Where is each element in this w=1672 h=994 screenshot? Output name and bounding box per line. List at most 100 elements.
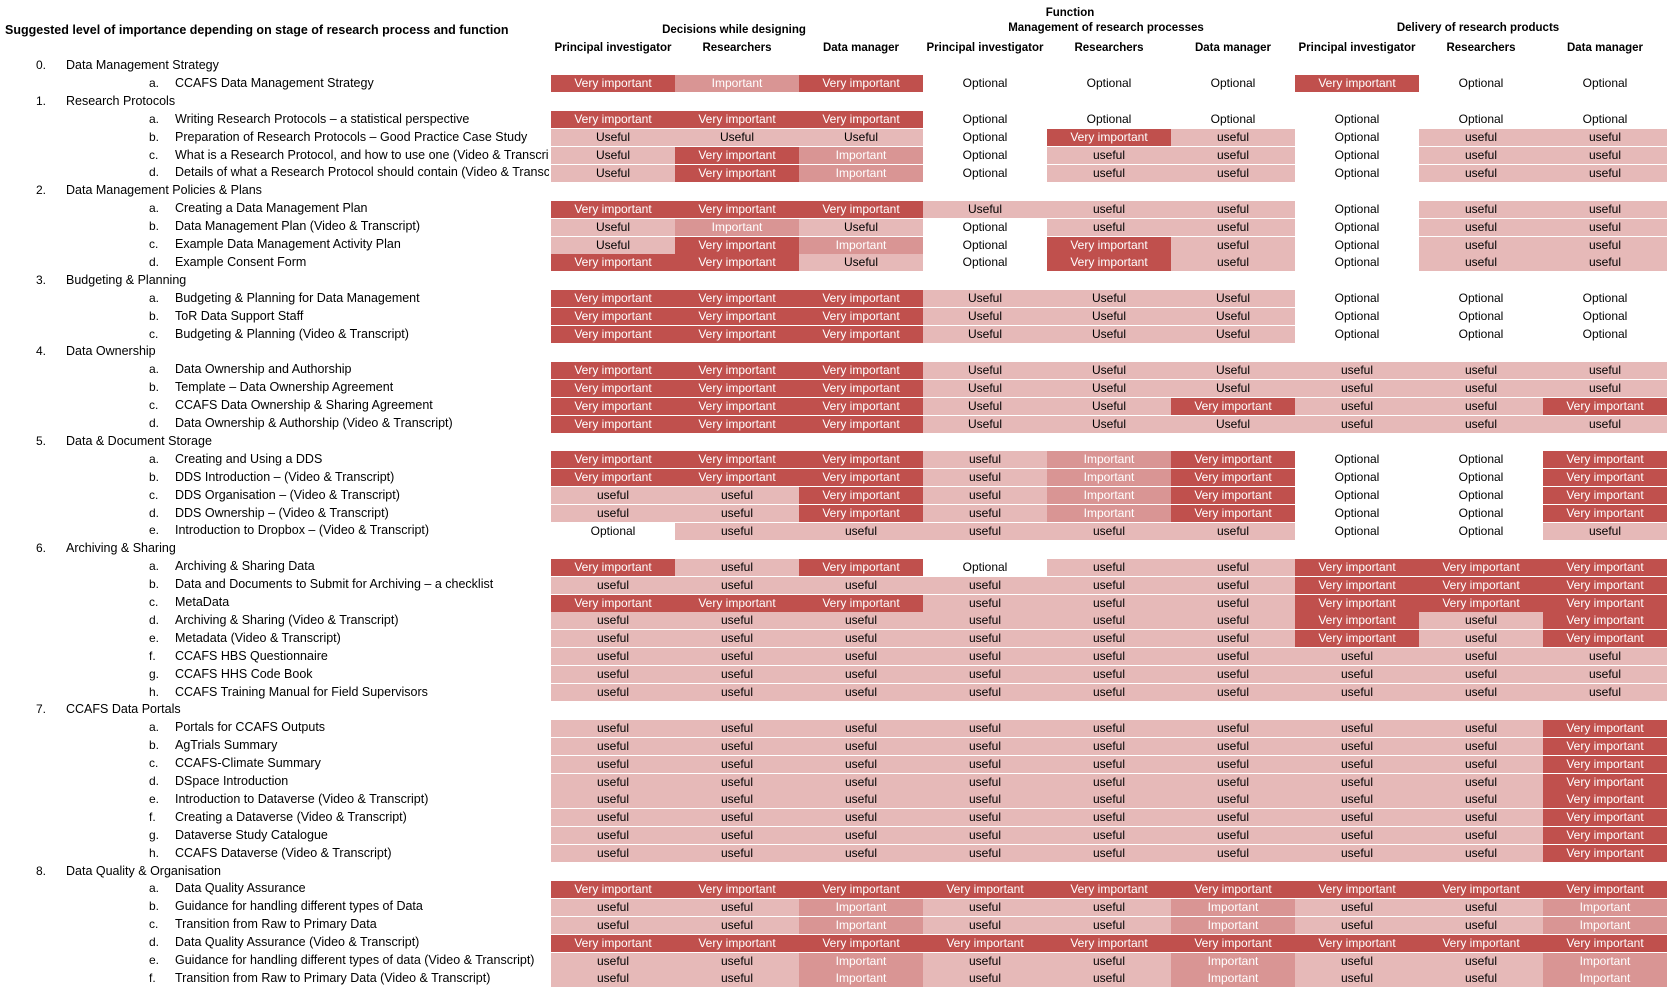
item-label: Preparation of Research Protocols – Good… (175, 129, 528, 144)
importance-cell: Optional (1334, 165, 1380, 180)
item-label: Data Management Plan (Video & Transcript… (175, 219, 421, 234)
importance-cell: Optional (1086, 112, 1132, 127)
importance-cell: Very important (799, 397, 923, 415)
importance-cell: useful (923, 612, 1047, 630)
importance-cell: useful (675, 809, 799, 827)
item-letter: c. (149, 917, 159, 932)
importance-cell: Optional (1334, 506, 1380, 520)
importance-cell: useful (675, 773, 799, 791)
importance-cell: useful (1419, 236, 1543, 254)
importance-cell: useful (551, 952, 675, 970)
importance-cell: Important (799, 164, 923, 182)
importance-cell: useful (1543, 415, 1667, 433)
importance-cell: useful (1419, 916, 1543, 934)
item-letter: b. (149, 129, 160, 144)
importance-cell: useful (923, 773, 1047, 791)
importance-cell: useful (675, 845, 799, 863)
importance-cell: useful (923, 809, 1047, 827)
item-label: Creating a Data Management Plan (175, 201, 368, 216)
item-label: Example Data Management Activity Plan (175, 237, 401, 251)
importance-cell: Important (799, 970, 923, 988)
importance-cell: Very important (551, 451, 675, 469)
importance-cell: Useful (923, 361, 1047, 379)
importance-cell: useful (1543, 218, 1667, 236)
importance-cell: Very important (675, 451, 799, 469)
importance-cell: Very important (1295, 630, 1419, 648)
importance-cell: useful (1171, 594, 1295, 612)
importance-cell: Useful (799, 254, 923, 272)
importance-cell: Very important (551, 308, 675, 326)
item-letter: c. (149, 756, 159, 771)
item-label: DSpace Introduction (175, 774, 289, 788)
importance-cell: Useful (923, 415, 1047, 433)
importance-cell: Very important (1419, 558, 1543, 576)
importance-cell: useful (1171, 522, 1295, 540)
importance-cell: Important (1171, 916, 1295, 934)
item-letter: a. (149, 290, 160, 305)
item-letter: h. (149, 684, 160, 699)
importance-cell: useful (799, 809, 923, 827)
importance-cell: useful (1419, 648, 1543, 666)
importance-cell: Very important (1047, 934, 1171, 952)
item-letter: a. (149, 720, 160, 735)
importance-cell: useful (1419, 164, 1543, 182)
item-label: CCAFS Data Management Strategy (175, 75, 374, 90)
section-label: CCAFS Data Portals (66, 702, 181, 717)
importance-cell: Important (799, 147, 923, 164)
item-label: Creating a Dataverse (Video & Transcript… (175, 809, 407, 824)
importance-cell: Useful (1047, 415, 1171, 433)
item-label: Writing Research Protocols – a statistic… (175, 111, 470, 126)
importance-cell: Optional (590, 523, 636, 538)
importance-cell: Important (1543, 952, 1667, 970)
importance-cell: Useful (799, 129, 923, 147)
importance-cell: useful (1419, 379, 1543, 397)
importance-cell: useful (799, 737, 923, 755)
importance-cell: useful (1543, 147, 1667, 164)
importance-cell: useful (1419, 666, 1543, 684)
importance-cell: useful (923, 916, 1047, 934)
importance-cell: useful (1047, 147, 1171, 164)
importance-cell: Very important (799, 934, 923, 952)
item-label: Details of what a Research Protocol shou… (175, 165, 549, 180)
importance-cell: Very important (675, 164, 799, 182)
importance-cell: useful (1047, 630, 1171, 648)
importance-cell: useful (1171, 630, 1295, 648)
item-label: Data Quality Assurance (Video & Transcri… (175, 935, 420, 950)
item-letter: c. (149, 487, 159, 502)
importance-cell: Very important (1543, 487, 1667, 505)
importance-cell: Very important (1295, 75, 1419, 93)
importance-cell: useful (551, 719, 675, 737)
importance-cell: useful (1295, 845, 1419, 863)
item-label: Portals for CCAFS Outputs (175, 720, 326, 735)
importance-cell: useful (923, 684, 1047, 701)
importance-cell: Very important (551, 254, 675, 272)
item-letter: h. (149, 845, 160, 860)
importance-cell: useful (1543, 684, 1667, 701)
importance-cell: Very important (799, 290, 923, 308)
importance-cell: useful (923, 666, 1047, 684)
importance-cell: useful (1295, 361, 1419, 379)
importance-cell: useful (1171, 827, 1295, 845)
importance-cell: Optional (1334, 112, 1380, 127)
importance-cell: useful (551, 809, 675, 827)
importance-cell: Very important (551, 880, 675, 898)
section-label: Archiving & Sharing (66, 541, 176, 556)
importance-cell: Very important (675, 880, 799, 898)
importance-cell: useful (1047, 522, 1171, 540)
importance-cell: Very important (923, 934, 1047, 952)
importance-cell: useful (675, 505, 799, 522)
item-label: CCAFS HBS Questionnaire (175, 648, 328, 663)
importance-cell: Very important (1171, 397, 1295, 415)
item-label: MetaData (175, 595, 230, 609)
importance-cell: Useful (675, 129, 799, 147)
item-letter: c. (149, 147, 159, 162)
item-label: Data Ownership and Authorship (175, 362, 352, 377)
importance-cell: useful (1047, 773, 1171, 791)
importance-cell: useful (923, 487, 1047, 505)
importance-cell: Very important (799, 558, 923, 576)
importance-cell: Important (675, 75, 799, 93)
item-label: Metadata (Video & Transcript) (175, 630, 341, 645)
section-label: Budgeting & Planning (66, 272, 187, 287)
importance-cell: Very important (1171, 451, 1295, 469)
importance-cell: useful (923, 898, 1047, 916)
